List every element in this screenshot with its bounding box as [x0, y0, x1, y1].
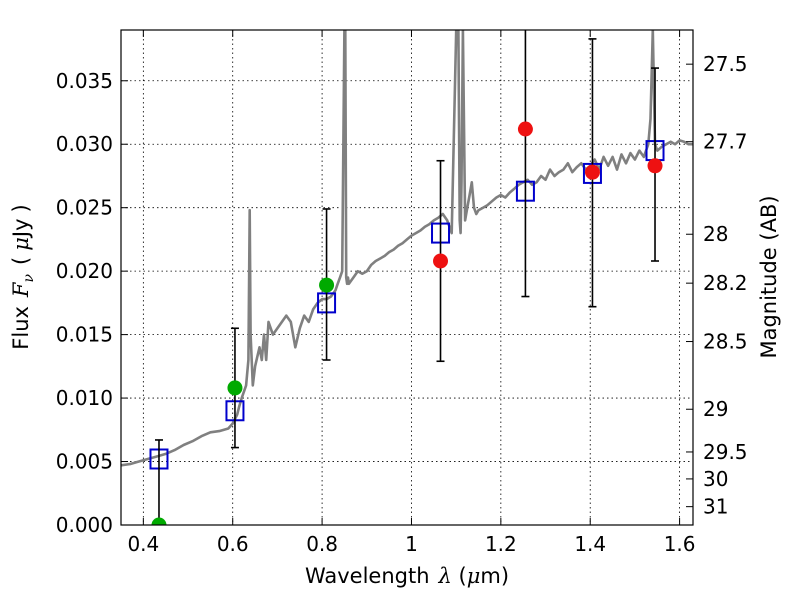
x-tick-label: 0.6 — [217, 532, 249, 556]
limits-point — [584, 164, 600, 180]
y2-tick-label: 31 — [703, 495, 728, 519]
x-axis-label: Wavelength λ (μm) — [305, 564, 509, 588]
y2-axis-label: Magnitude (AB) — [757, 195, 781, 358]
y2-tick-label: 28 — [703, 222, 728, 246]
plot-frame — [120, 29, 694, 526]
y-tick-label: 0.015 — [56, 323, 113, 347]
y-tick-label: 0.010 — [56, 386, 113, 410]
limits-point — [517, 121, 533, 137]
detections-point — [227, 380, 243, 396]
y-tick-label: 0.005 — [56, 450, 113, 474]
x-tick-label: 1.6 — [664, 532, 696, 556]
grid — [121, 30, 693, 525]
model-spectrum-line — [121, 30, 693, 467]
y2-tick-label: 27.5 — [703, 52, 748, 76]
detections-point — [151, 517, 167, 525]
y-tick-label: 0.035 — [56, 69, 113, 93]
x-tick-label: 0.4 — [127, 532, 159, 556]
y-tick-label: 0.025 — [56, 196, 113, 220]
detections-point — [319, 277, 335, 293]
y-tick-label: 0.020 — [56, 259, 113, 283]
y2-tick-label: 28.5 — [703, 330, 748, 354]
y2-tick-label: 29 — [703, 397, 728, 421]
y2-tick-label: 30 — [703, 467, 728, 491]
axis-ticks: 0.4 0.6 0.8 1 1.2 1.4 1.6 0.000 0.005 0.010 0.015 0… — [56, 30, 748, 556]
x-tick-label: 1.2 — [485, 532, 517, 556]
limits-point — [647, 158, 663, 174]
x-tick-label: 1 — [405, 532, 418, 556]
y-tick-label: 0.000 — [56, 513, 113, 537]
y2-tick-label: 29.5 — [703, 440, 748, 464]
y2-tick-label: 28.2 — [703, 271, 748, 295]
plot-area — [121, 30, 693, 525]
y-axis-label: FluxFν(μJy) — [9, 204, 37, 349]
limits-point — [433, 253, 449, 269]
x-tick-label: 0.8 — [306, 532, 338, 556]
y2-tick-label: 27.7 — [703, 130, 748, 154]
x-tick-label: 1.4 — [574, 532, 606, 556]
y-tick-label: 0.030 — [56, 132, 113, 156]
